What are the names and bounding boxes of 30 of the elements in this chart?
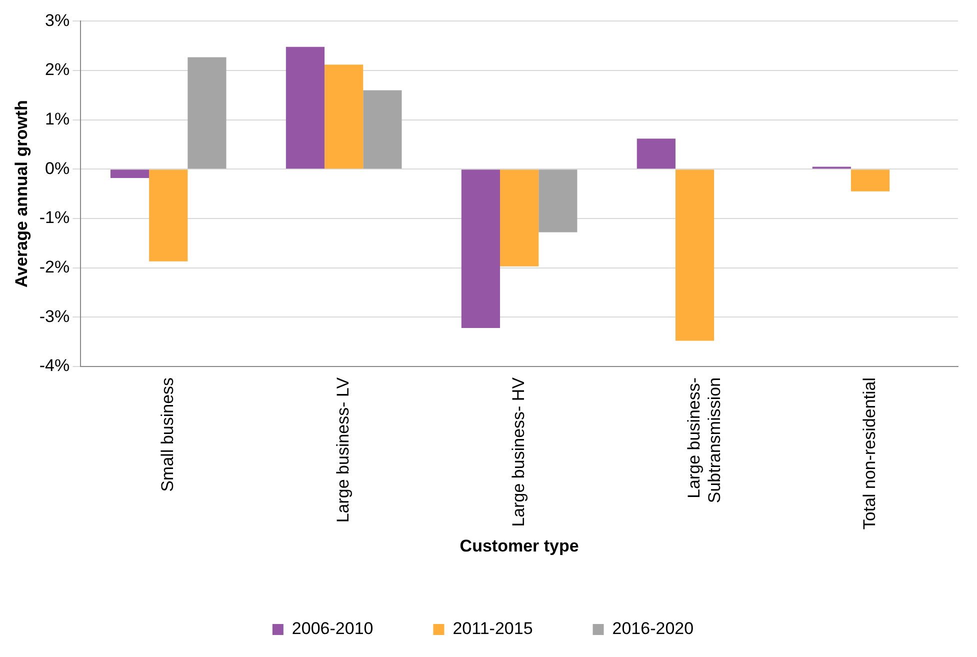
y-tick-label: -2% — [39, 258, 70, 276]
y-tick-label: 0% — [45, 158, 70, 178]
legend-label: 2006-2010 — [292, 619, 374, 638]
bar — [675, 170, 714, 341]
bar — [149, 170, 188, 262]
bar — [461, 170, 500, 328]
x-tick-label: Large business- HV — [509, 376, 528, 527]
bar — [324, 64, 364, 169]
x-axis-title: Customer type — [460, 536, 579, 556]
y-tick-label: -1% — [39, 208, 70, 228]
bar — [188, 57, 226, 169]
legend-label: 2016-2020 — [612, 619, 694, 638]
y-axis-title: Average annual growth — [12, 100, 31, 288]
x-tick-label: Large business- LV — [334, 376, 353, 523]
x-tick-label: Large business- Subtransmission — [684, 377, 724, 504]
bar — [363, 90, 402, 169]
y-tick-label: 2% — [45, 60, 70, 80]
bar — [286, 46, 325, 169]
y-tick-label: 1% — [45, 110, 70, 129]
bar — [850, 170, 890, 192]
y-tick-label: 3% — [45, 10, 70, 30]
y-tick-label: -3% — [39, 306, 70, 326]
x-tick-label: Total non-residential — [860, 377, 879, 530]
bar — [500, 170, 539, 266]
bar — [538, 170, 578, 232]
y-tick-label: -4% — [39, 356, 70, 376]
x-tick-label: Small business — [158, 377, 178, 492]
legend-label: 2011-2015 — [452, 619, 533, 638]
bar — [110, 170, 150, 178]
bar — [636, 138, 676, 169]
